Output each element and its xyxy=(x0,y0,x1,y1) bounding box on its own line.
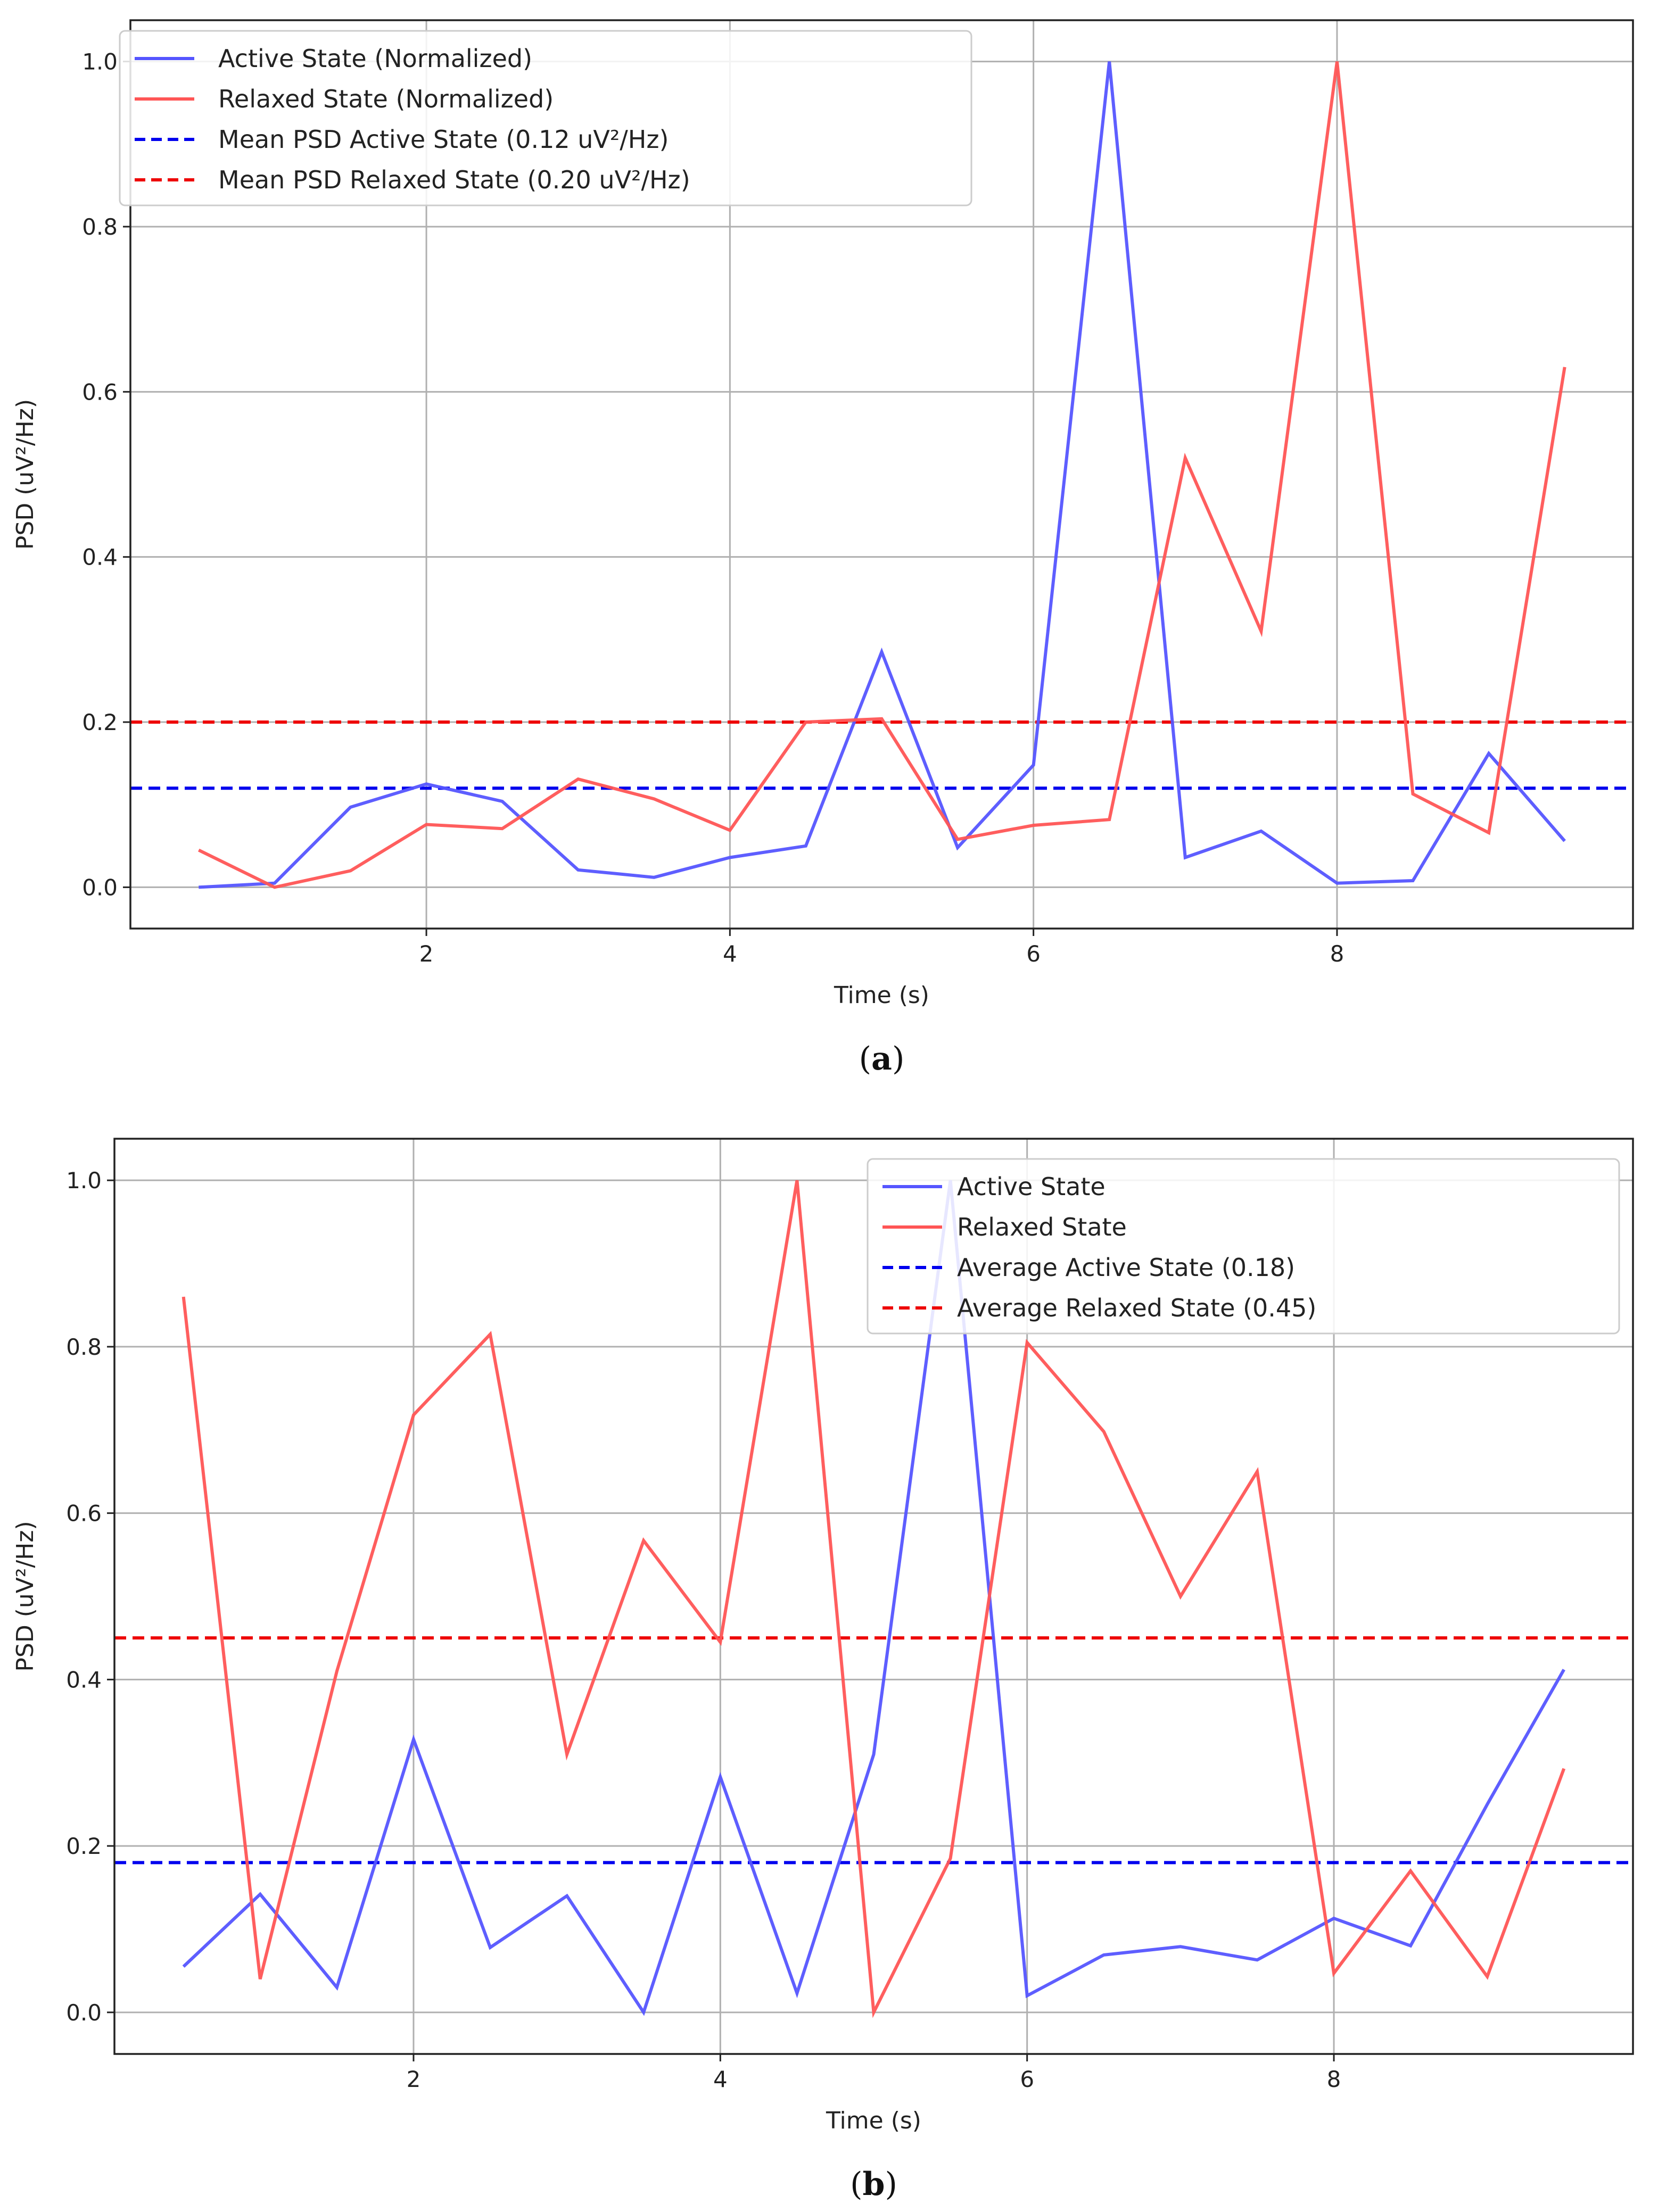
y-tick-label: 0.0 xyxy=(66,2000,102,2026)
x-tick-label: 4 xyxy=(723,941,737,967)
y-tick-label: 0.4 xyxy=(82,544,118,570)
series-line xyxy=(199,61,1566,889)
x-tick-label: 6 xyxy=(1026,941,1041,967)
x-tick-label: 4 xyxy=(713,2066,728,2092)
series-line xyxy=(182,1180,1565,2016)
legend-label: Average Relaxed State (0.45) xyxy=(957,1294,1316,1322)
y-axis-label: PSD (uV²/Hz) xyxy=(12,399,39,550)
x-tick-label: 2 xyxy=(419,941,434,967)
y-tick-label: 0.2 xyxy=(66,1833,102,1859)
x-axis-label: Time (s) xyxy=(834,982,929,1009)
legend-box xyxy=(119,30,972,206)
x-axis-label: Time (s) xyxy=(826,2107,921,2134)
chart-panel-b: 2 4 6 8 0.0 0.2 0.4 0.6 0.8 1.0 Time (s) PSD (uV²/H… xyxy=(12,1138,1634,2203)
y-tick-label: 0.2 xyxy=(82,709,118,735)
legend: Active State (Normalized) Relaxed State (… xyxy=(119,30,972,206)
y-axis-label: PSD (uV²/Hz) xyxy=(12,1521,39,1671)
x-tick-label: 8 xyxy=(1330,941,1344,967)
y-tick-label: 0.6 xyxy=(66,1501,102,1527)
y-tick-label: 0.0 xyxy=(82,874,118,900)
x-tick-label: 6 xyxy=(1020,2066,1034,2092)
plot-frame xyxy=(129,19,1634,930)
legend-label: Active State (Normalized) xyxy=(218,44,532,73)
legend: Active State Relaxed State Average Active … xyxy=(867,1158,1620,1335)
y-tick-label: 0.6 xyxy=(82,379,118,405)
legend-label: Relaxed State xyxy=(957,1213,1127,1241)
y-tick-label: 1.0 xyxy=(82,49,118,75)
panel-caption: (b) xyxy=(850,2166,897,2203)
legend-label: Mean PSD Active State (0.12 uV²/Hz) xyxy=(218,125,669,154)
y-tick-label: 0.8 xyxy=(66,1334,102,1360)
x-tick-label: 2 xyxy=(407,2066,421,2092)
legend-label: Average Active State (0.18) xyxy=(957,1253,1295,1282)
plot-frame xyxy=(113,1138,1634,2055)
legend-label: Relaxed State (Normalized) xyxy=(218,85,554,113)
chart-panel-a: 2 4 6 8 0.0 0.2 0.4 0.6 0.8 1.0 Time (s) PSD (uV²/H… xyxy=(12,19,1634,1078)
legend-box xyxy=(867,1158,1620,1335)
series-line xyxy=(197,61,1566,889)
y-tick-label: 0.8 xyxy=(82,214,118,240)
legend-label: Mean PSD Relaxed State (0.20 uV²/Hz) xyxy=(218,165,690,194)
y-tick-label: 1.0 xyxy=(66,1167,102,1194)
x-tick-label: 8 xyxy=(1327,2066,1341,2092)
panel-caption: (a) xyxy=(859,1040,905,1078)
series-line xyxy=(182,1180,1566,2018)
y-tick-label: 0.4 xyxy=(66,1667,102,1693)
legend-label: Active State xyxy=(957,1172,1106,1201)
